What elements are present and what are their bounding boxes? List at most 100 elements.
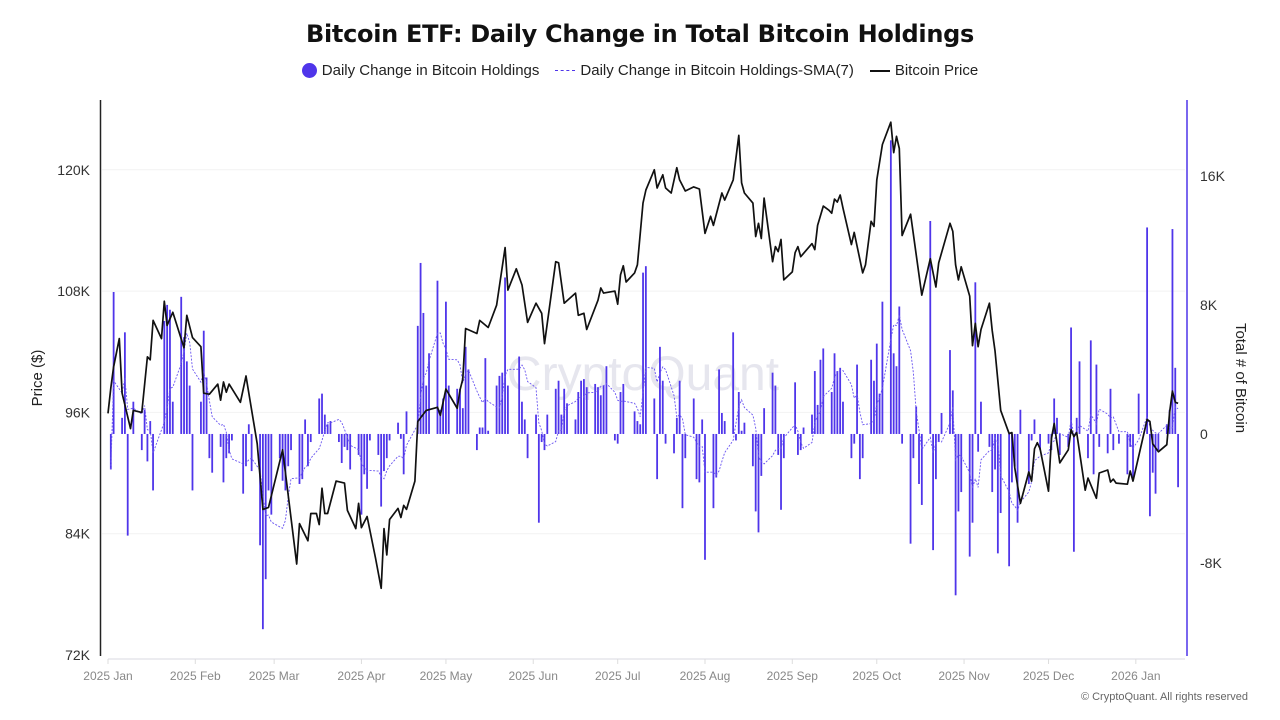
holdings-bar <box>349 433 352 470</box>
holdings-bar <box>833 353 836 434</box>
holdings-bar <box>428 353 430 434</box>
holdings-bar <box>318 398 321 434</box>
holdings-bar <box>960 433 963 493</box>
chart-title: Bitcoin ETF: Daily Change in Total Bitco… <box>306 20 974 48</box>
holdings-bar <box>535 414 537 434</box>
holdings-bar <box>397 422 399 434</box>
holdings-bar <box>633 411 636 434</box>
holdings-bar <box>771 372 774 434</box>
holdings-bar <box>445 301 447 434</box>
x-axis-tick-label: 2025 Jan <box>83 669 132 683</box>
legend-item-holdings[interactable]: Daily Change in Bitcoin Holdings <box>301 62 540 79</box>
holdings-bar <box>996 433 999 554</box>
holdings-bar <box>487 430 490 434</box>
copyright-text: © CryptoQuant. All rights reserved <box>1080 691 1248 703</box>
holdings-bar <box>1157 433 1160 451</box>
x-axis-tick-label: 2025 Oct <box>852 669 901 683</box>
holdings-bar <box>870 359 873 434</box>
holdings-bar <box>836 371 839 434</box>
holdings-bar <box>188 385 191 434</box>
holdings-bar <box>464 346 467 434</box>
holdings-bar <box>329 421 332 434</box>
holdings-bar <box>639 424 642 434</box>
holdings-bar <box>968 433 971 557</box>
legend-item-sma[interactable]: Daily Change in Bitcoin Holdings-SMA(7) <box>555 62 854 79</box>
holdings-bar <box>980 401 982 434</box>
holdings-bar <box>307 433 309 467</box>
holdings-bar <box>1008 433 1011 567</box>
holdings-bar <box>461 408 464 434</box>
holdings-bar <box>653 398 656 434</box>
x-axis-tick-label: 2025 Aug <box>680 669 731 683</box>
left-axis-tick-label: 120K <box>57 162 90 178</box>
holdings-bar <box>678 380 681 434</box>
holdings-bar <box>250 433 253 472</box>
holdings-bar <box>949 350 951 434</box>
holdings-bar <box>901 433 904 444</box>
holdings-bar <box>560 414 563 434</box>
holdings-bar <box>281 433 284 481</box>
holdings-bar <box>247 424 250 434</box>
holdings-bar <box>211 433 214 473</box>
holdings-bar <box>309 433 312 443</box>
holdings-bar <box>751 433 754 467</box>
holdings-bar <box>1146 227 1149 434</box>
holdings-bar <box>585 387 588 434</box>
holdings-bar <box>405 411 408 434</box>
holdings-bar <box>675 417 678 434</box>
holdings-bar <box>994 433 996 470</box>
x-axis-tick-label: 2025 Apr <box>337 669 385 683</box>
holdings-bar <box>422 312 425 434</box>
holdings-bar <box>698 433 701 483</box>
legend-item-price[interactable]: Bitcoin Price <box>869 62 978 79</box>
holdings-bar <box>109 433 112 470</box>
left-axis-tick-label: 96K <box>65 404 91 420</box>
holdings-bar <box>287 433 290 467</box>
legend-dot-icon <box>301 63 317 78</box>
holdings-bar <box>467 369 470 434</box>
holdings-bar <box>298 433 301 484</box>
holdings-bar <box>673 433 675 454</box>
holdings-bar <box>301 433 304 480</box>
holdings-bar <box>498 375 501 434</box>
right-axis-tick-label: -8K <box>1200 555 1222 571</box>
holdings-bar <box>1109 388 1112 434</box>
holdings-bar <box>1149 433 1151 517</box>
holdings-bar <box>171 401 174 434</box>
holdings-bar <box>1177 433 1179 488</box>
holdings-bar <box>712 433 715 509</box>
holdings-bar <box>481 427 484 434</box>
x-axis-tick-label: 2025 Dec <box>1023 669 1074 683</box>
holdings-bar <box>501 372 504 434</box>
holdings-bar <box>605 366 608 434</box>
holdings-bar <box>760 433 763 476</box>
holdings-bar <box>971 433 974 523</box>
holdings-bar <box>912 433 915 459</box>
holdings-bar <box>774 385 777 434</box>
holdings-bar <box>1078 361 1081 434</box>
holdings-bar <box>594 383 597 434</box>
holdings-bar <box>715 433 718 478</box>
holdings-bar <box>816 404 819 434</box>
legend-label: Daily Change in Bitcoin Holdings <box>321 62 540 79</box>
holdings-bar <box>695 433 698 480</box>
holdings-bar <box>889 140 892 434</box>
holdings-bar <box>574 419 577 434</box>
holdings-bar <box>797 433 799 455</box>
holdings-bar <box>1132 433 1134 481</box>
holdings-bar <box>169 309 171 434</box>
holdings-bar <box>222 433 225 483</box>
holdings-bar <box>613 433 616 441</box>
x-axis-tick-label: 2025 Jun <box>509 669 558 683</box>
holdings-bar <box>642 272 644 434</box>
holdings-bar <box>1112 433 1115 451</box>
holdings-bar <box>383 433 385 472</box>
holdings-bar <box>892 353 895 434</box>
holdings-bar <box>856 364 858 434</box>
holdings-bar <box>1165 424 1168 434</box>
holdings-bar <box>205 377 208 434</box>
holdings-bar <box>661 380 664 434</box>
holdings-bar <box>360 433 363 515</box>
holdings-bar <box>1095 364 1098 434</box>
